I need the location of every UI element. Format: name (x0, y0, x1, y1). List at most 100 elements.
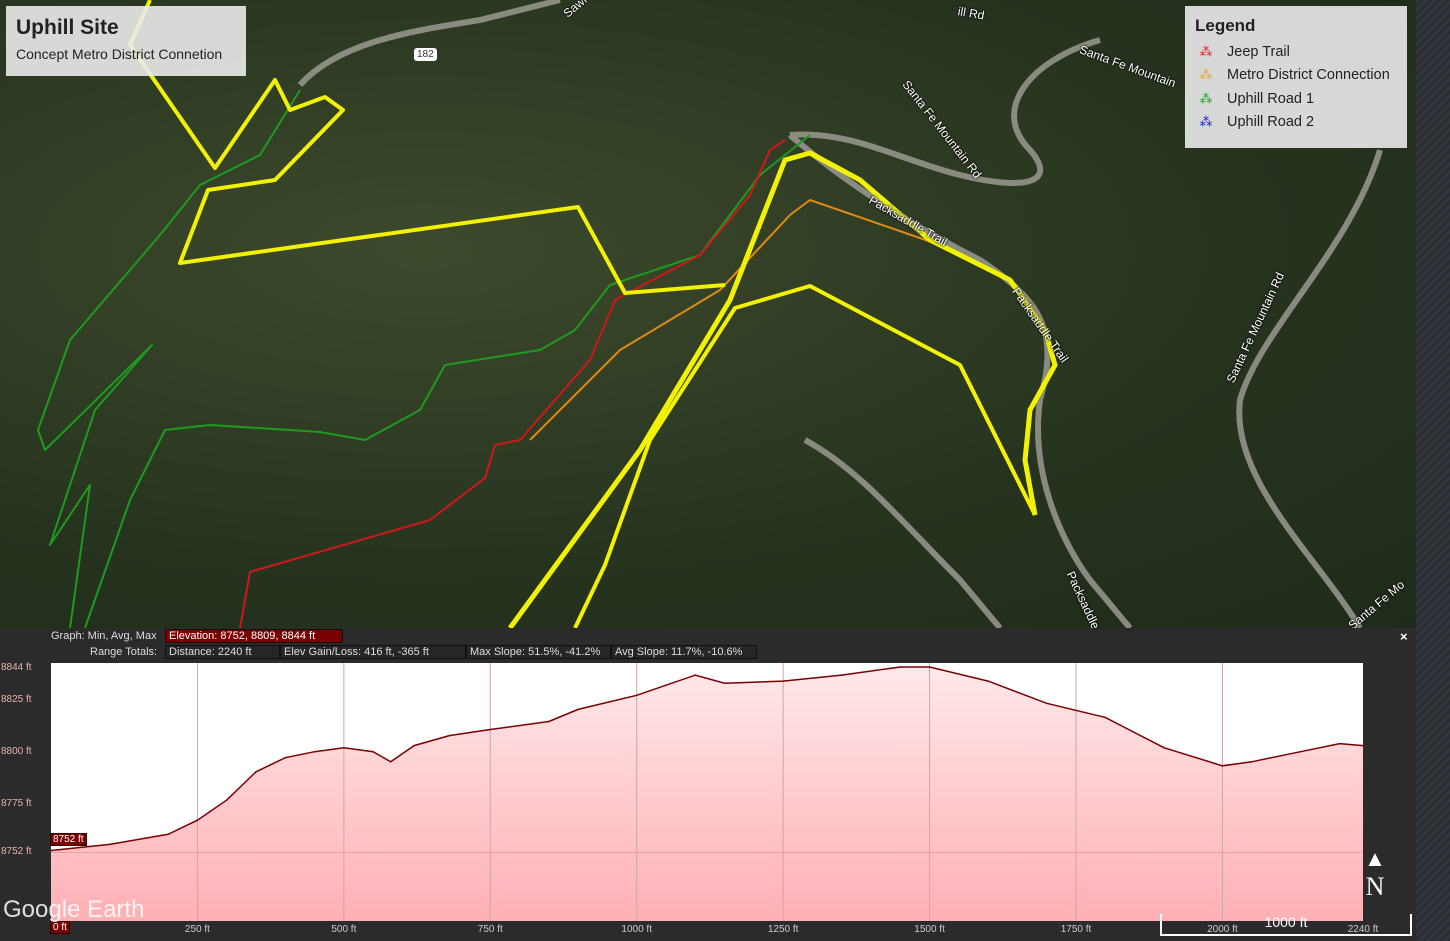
uphill-road-2-line-c[interactable] (573, 284, 1037, 628)
elevation-point (840, 674, 843, 676)
legend-item-uphill-2: ⁂ Uphill Road 2 (1195, 111, 1397, 135)
elevation-point (577, 708, 579, 711)
elevation-point (389, 760, 392, 763)
path-icon: ⁂ (1199, 43, 1213, 59)
elevation-profile-panel: Graph: Min, Avg, Max Elevation: 8752, 88… (0, 628, 1416, 941)
y-tick: 8825 ft (1, 694, 32, 705)
elevation-point (1221, 764, 1224, 767)
distance-stat[interactable]: Distance: 2240 ft (165, 645, 280, 659)
graph-label: Graph: Min, Avg, Max (51, 630, 157, 642)
y-tick: 8844 ft (1, 662, 32, 673)
road-east (1236, 149, 1383, 628)
route-182-shield: 182 (414, 48, 437, 61)
elevation-point (489, 728, 492, 731)
elevation-point (196, 819, 199, 822)
elevation-point (548, 720, 550, 723)
x-tick: 1500 ft (914, 924, 945, 935)
elevation-point (167, 833, 169, 836)
map-subtitle: Concept Metro District Connetion (16, 46, 223, 62)
elevation-point (372, 750, 374, 753)
x-tick: 750 ft (477, 924, 503, 935)
legend-label: Jeep Trail (1227, 43, 1290, 60)
x-tick: 250 ft (184, 924, 210, 935)
elevation-point (1309, 748, 1312, 751)
north-arrow[interactable]: ▲ N (1364, 846, 1386, 902)
scale-bar: 1000 ft (1160, 914, 1412, 936)
elevation-point (694, 674, 697, 676)
elevation-point (899, 666, 902, 668)
elevation-point (723, 682, 726, 684)
legend: Legend ⁂ Jeep Trail ⁂ Metro District Conne… (1185, 6, 1407, 148)
path-icon: ⁂ (1199, 90, 1213, 106)
elevation-point (665, 684, 667, 686)
elevation-point (51, 849, 52, 852)
x-tick: 2240 ft (1347, 924, 1379, 935)
elevation-point (1045, 702, 1048, 705)
elevation-point (928, 666, 931, 668)
elevation-point (284, 756, 287, 759)
elevation-point (343, 746, 345, 749)
elevation-point (448, 734, 451, 737)
elevation-point (1104, 716, 1107, 719)
legend-title: Legend (1195, 16, 1256, 35)
legend-item-metro: ⁂ Metro District Connection (1195, 64, 1397, 88)
google-earth-logo: Google Earth (3, 896, 145, 923)
y-tick: 8800 ft (1, 746, 32, 757)
elevation-point (635, 694, 638, 697)
scale-label: 1000 ft (1264, 914, 1308, 930)
elevation-point (1163, 746, 1165, 749)
map-title: Uphill Site (16, 16, 119, 39)
start-elevation-marker: 8752 ft (50, 833, 87, 846)
legend-label: Metro District Connection (1227, 67, 1390, 84)
road-packsaddle (788, 132, 1133, 628)
elevation-point (1280, 754, 1282, 757)
start-distance-marker: 0 ft (50, 921, 70, 934)
elevation-point (782, 680, 784, 682)
elevation-chart[interactable] (51, 663, 1363, 921)
y-tick: 8775 ft (1, 798, 32, 809)
map-overlays (37, 0, 1383, 628)
jeep-trail-line[interactable] (239, 139, 786, 628)
elevation-area (51, 667, 1363, 921)
avg-slope-stat[interactable]: Avg Slope: 11.7%, -10.6% (611, 645, 757, 659)
metro-connection-line[interactable] (529, 199, 941, 441)
elev-gain-stat[interactable]: Elev Gain/Loss: 416 ft, -365 ft (280, 645, 466, 659)
elevation-point (108, 843, 111, 846)
x-tick: 500 ft (331, 924, 357, 935)
elevation-point (255, 771, 257, 773)
path-icon: ⁂ (1199, 114, 1213, 130)
elevation-point (413, 744, 415, 747)
legend-label: Uphill Road 2 (1227, 114, 1315, 131)
road-lower (803, 437, 1003, 628)
x-tick: 1000 ft (621, 924, 652, 935)
uphill-road-2-line-b[interactable] (507, 150, 1058, 628)
uphill-road-1-line[interactable] (37, 89, 301, 628)
legend-label: Uphill Road 1 (1227, 90, 1315, 107)
max-slope-stat[interactable]: Max Slope: 51.5%, -41.2% (466, 645, 611, 659)
legend-item-jeep-trail: ⁂ Jeep Trail (1195, 40, 1397, 64)
legend-item-uphill-1: ⁂ Uphill Road 1 (1195, 87, 1397, 111)
range-totals-label: Range Totals: (90, 646, 158, 658)
uphill-road-1-line-b[interactable] (84, 134, 811, 628)
elevation-point (225, 799, 228, 801)
elevation-point (987, 680, 989, 682)
side-scroll-strip (1416, 0, 1450, 941)
north-arrow-icon: ▲ (1364, 846, 1386, 871)
elevation-stat[interactable]: Elevation: 8752, 8809, 8844 ft (165, 629, 343, 643)
road-north (297, 0, 561, 87)
road-santa-fe (789, 37, 1101, 186)
uphill-road-2-line[interactable] (128, 0, 726, 295)
north-label: N (1365, 872, 1385, 901)
elevation-point (1250, 760, 1253, 763)
x-tick: 2000 ft (1207, 924, 1238, 935)
elevation-line (51, 666, 1363, 852)
elevation-point (1362, 744, 1363, 747)
close-profile-button[interactable]: × (1400, 629, 1408, 644)
satellite-map[interactable]: 182 Sawm ill Rd Santa Fe Mountain Santa … (0, 0, 1416, 628)
y-tick: 8752 ft (1, 846, 32, 857)
elevation-point (313, 750, 316, 753)
elevation-point (1338, 742, 1341, 745)
title-box: Uphill Site Concept Metro District Conne… (6, 6, 246, 76)
path-icon: ⁂ (1199, 67, 1213, 83)
x-tick: 1750 ft (1060, 924, 1092, 935)
